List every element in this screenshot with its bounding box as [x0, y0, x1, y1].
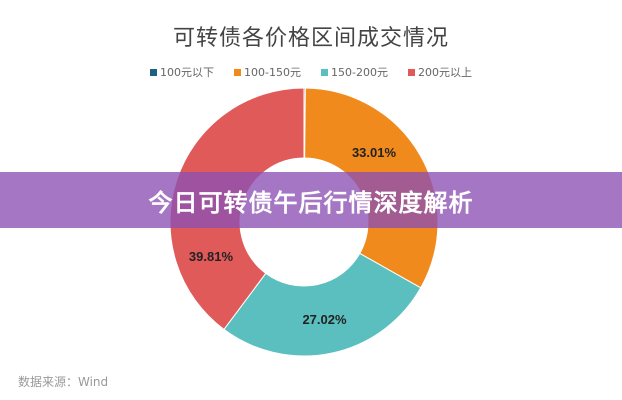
source-note: 数据来源：Wind	[18, 375, 109, 389]
legend-label: 100-150元	[244, 66, 301, 79]
legend-label: 200元以上	[417, 66, 472, 79]
data-label: 27.02%	[302, 312, 347, 327]
legend: 100元以下 100-150元 150-200元 200元以上	[0, 64, 622, 80]
donut-slice	[223, 252, 422, 357]
legend-item: 200元以上	[407, 64, 472, 80]
legend-label: 100元以下	[160, 66, 215, 79]
legend-swatch	[321, 68, 328, 76]
headline-text: 今日可转债午后行情深度解析	[148, 188, 474, 217]
legend-swatch	[234, 68, 242, 76]
headline-banner: 今日可转债午后行情深度解析	[0, 172, 622, 228]
legend-item: 100-150元	[234, 64, 301, 80]
legend-item: 150-200元	[321, 64, 388, 80]
chart-title: 可转债各价格区间成交情况	[172, 26, 449, 51]
legend-swatch	[150, 68, 158, 76]
data-label: 33.01%	[352, 145, 397, 160]
legend-label: 150-200元	[331, 66, 388, 79]
data-label: 39.81%	[189, 249, 234, 264]
legend-item: 100元以下	[150, 64, 214, 80]
legend-swatch	[407, 68, 415, 76]
